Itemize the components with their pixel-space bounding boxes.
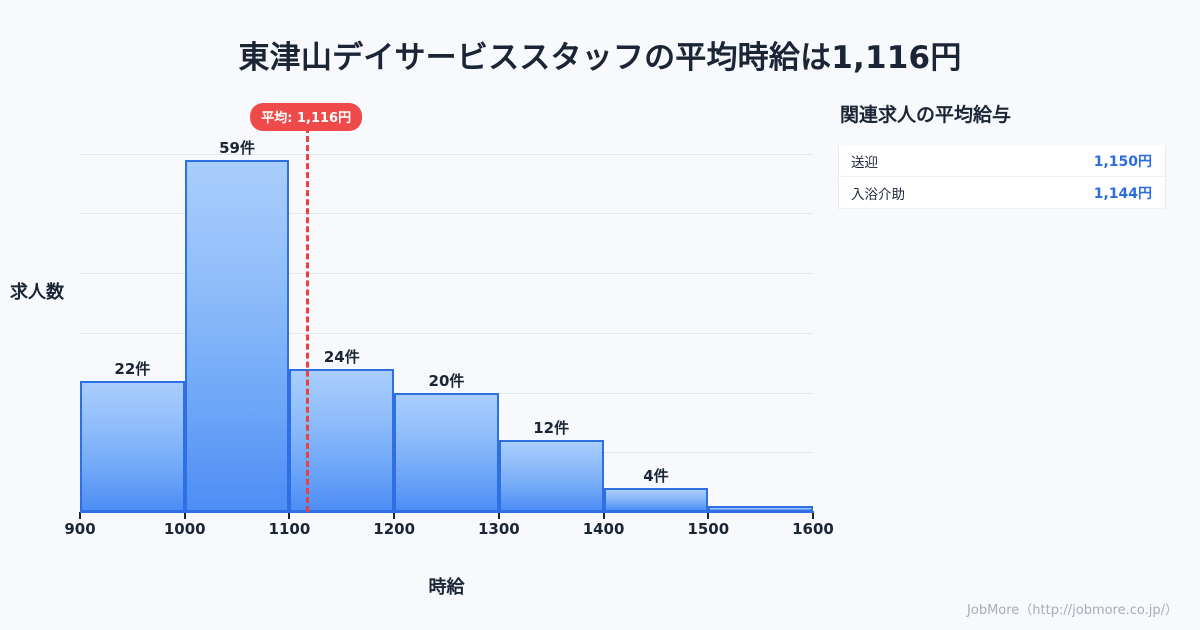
related-jobs-panel: 関連求人の平均給与 送迎 1,150円入浴介助 1,144円 [838, 100, 1166, 209]
x-axis-tick-mark [79, 512, 81, 519]
bar-value-label: 22件 [114, 359, 151, 378]
x-axis-title: 時給 [428, 577, 465, 598]
gridline [80, 273, 813, 275]
bar-value-label: 4件 [643, 467, 669, 486]
bar-value-label: 12件 [533, 419, 570, 438]
gridline [80, 213, 813, 215]
related-job-salary: 1,150円 [1093, 153, 1152, 170]
gridline [80, 332, 813, 334]
x-axis-tick-mark [812, 512, 814, 519]
histogram-bar [184, 159, 290, 512]
x-axis-tick-label: 1000 [163, 520, 206, 538]
histogram-bar [80, 380, 185, 512]
x-axis-tick-mark [183, 512, 186, 519]
x-axis-tick-label: 1200 [373, 520, 416, 538]
histogram-bar [394, 392, 499, 512]
x-axis-tick-mark [393, 512, 396, 519]
page-title: 東津山デイサービススタッフの平均時給は1,116円 [238, 40, 962, 76]
histogram-bar [289, 368, 395, 512]
bar-value-label: 20件 [428, 371, 465, 390]
average-line [306, 118, 310, 512]
x-axis-tick-label: 1600 [792, 520, 834, 538]
bar-value-label: 24件 [323, 347, 360, 366]
related-job-row[interactable]: 入浴介助 1,144円 [839, 177, 1165, 209]
x-axis-tick-mark [497, 512, 500, 519]
gridline [80, 153, 813, 155]
x-axis-tick-label: 1500 [687, 520, 730, 538]
related-job-name: 入浴介助 [851, 186, 905, 203]
x-axis-tick-label: 1300 [477, 520, 520, 538]
x-axis-tick-label: 1100 [268, 520, 311, 538]
average-badge: 平均: 1,116円 [250, 103, 363, 131]
x-axis-baseline [80, 511, 814, 513]
related-jobs-title: 関連求人の平均給与 [840, 104, 1012, 126]
histogram-bar [603, 488, 709, 512]
footer-watermark: JobMore（http://jobmore.co.jp/） [967, 603, 1178, 618]
x-axis-tick-label: 1400 [582, 520, 625, 538]
x-axis-tick-mark [707, 512, 710, 519]
bar-value-label: 59件 [219, 138, 255, 157]
related-job-name: 送迎 [851, 154, 878, 171]
related-job-salary: 1,144円 [1093, 185, 1152, 202]
related-job-row[interactable]: 送迎 1,150円 [839, 145, 1165, 177]
histogram-bar [498, 440, 604, 512]
x-axis-tick-mark [602, 512, 605, 519]
histogram-plot: 22件 59件 24件 20件 12件 4件 [80, 100, 813, 512]
chart-plot-area: 22件 59件 24件 20件 12件 4件 求人数 時給 900 1000 1100 1200… [10, 100, 834, 598]
y-axis-title: 求人数 [10, 282, 64, 303]
x-axis-tick-mark [288, 512, 291, 519]
related-jobs-table: 送迎 1,150円入浴介助 1,144円 [838, 145, 1166, 209]
x-axis-tick-label: 900 [64, 520, 96, 538]
